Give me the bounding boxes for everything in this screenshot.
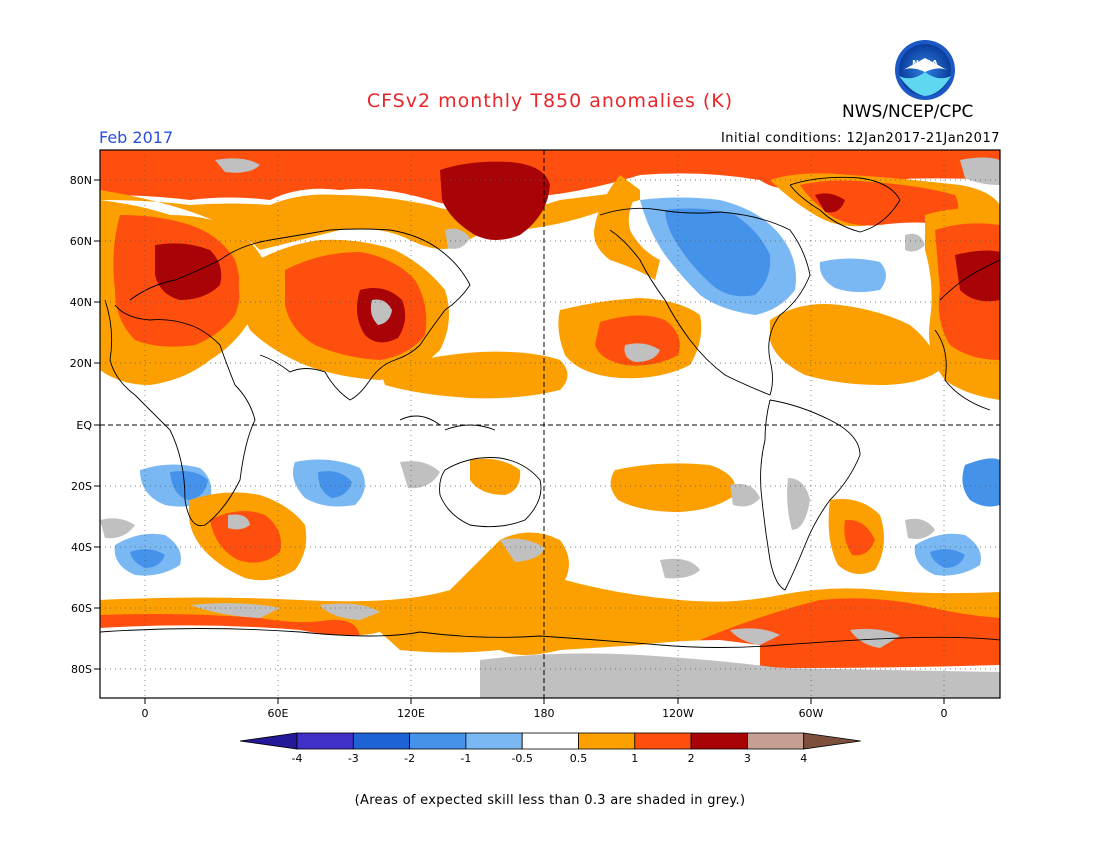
noaa-logo: NOAA [895, 40, 955, 100]
colorbar-segment [409, 732, 467, 750]
colorbar-tick-label: -3 [348, 752, 359, 765]
gridlines [100, 150, 1000, 698]
colorbar-segment [352, 732, 410, 750]
colorbar-max-arrow [803, 732, 861, 750]
colorbar-min-arrow [239, 732, 298, 750]
forecast-month: Feb 2017 [99, 128, 174, 147]
map-title: CFSv2 monthly T850 anomalies (K) [366, 90, 734, 112]
lat-label: 60S [71, 602, 92, 615]
colorbar-tick-label: 4 [800, 752, 807, 765]
colorbar-segment [578, 732, 636, 750]
colorbar-segment [296, 732, 354, 750]
lat-ticks [94, 179, 100, 670]
skill-footnote: (Areas of expected skill less than 0.3 a… [354, 793, 746, 808]
colorbar-tick-label: 0.5 [570, 752, 588, 765]
colorbar-tick-label: -0.5 [511, 752, 532, 765]
anomaly-field [100, 150, 1000, 698]
lon-ticks [144, 698, 945, 704]
colorbar-tick-label: -4 [292, 752, 303, 765]
colorbar-tick-label: -2 [404, 752, 415, 765]
coastlines [100, 176, 1000, 648]
colorbar-segment [690, 732, 748, 750]
lon-label: 60E [268, 707, 289, 720]
equator-dateline [100, 150, 1000, 698]
lat-label: 20S [71, 480, 92, 493]
lon-label: 120E [397, 707, 425, 720]
lat-label: 60N [70, 235, 92, 248]
colorbar-tick-label: 2 [688, 752, 695, 765]
agency-label: NWS/NCEP/CPC [842, 102, 974, 122]
lon-label: 60W [799, 707, 824, 720]
colorbar-segment [747, 732, 805, 750]
lon-label: 180 [534, 707, 555, 720]
lat-label: 80N [70, 174, 92, 187]
colorbar [239, 732, 861, 750]
noaa-logo-text: NOAA [912, 59, 938, 68]
lat-label: 40N [70, 296, 92, 309]
colorbar-labels: -4 -3 -2 -1 -0.5 0.5 1 2 3 4 [292, 752, 808, 765]
lon-label: 120W [662, 707, 694, 720]
initial-conditions-label: Initial conditions: 12Jan2017-21Jan2017 [720, 131, 1000, 146]
colorbar-segment [465, 732, 523, 750]
lat-label: 40S [71, 541, 92, 554]
colorbar-segment [521, 732, 579, 750]
map-frame [99, 149, 1001, 699]
lat-label: EQ [76, 419, 92, 432]
colorbar-tick-label: 3 [744, 752, 751, 765]
colorbar-tick-label: 1 [631, 752, 638, 765]
lat-label: 80S [71, 663, 92, 676]
colorbar-tick-label: -1 [460, 752, 471, 765]
lon-label: 0 [941, 707, 948, 720]
lon-label: 0 [142, 707, 149, 720]
colorbar-segment [634, 732, 692, 750]
lat-label: 20N [70, 357, 92, 370]
